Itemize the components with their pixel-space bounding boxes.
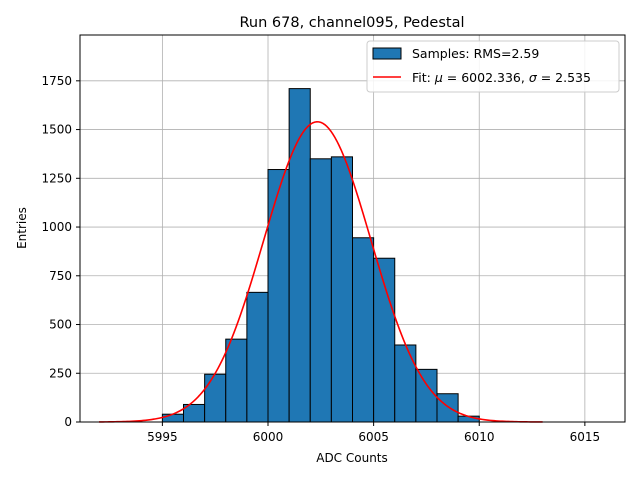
x-tick-label: 6005 bbox=[358, 430, 389, 444]
histogram-bar bbox=[161, 413, 185, 423]
y-tick-label: 1000 bbox=[41, 220, 72, 234]
y-tick-label: 0 bbox=[64, 415, 72, 429]
y-axis-label: Entries bbox=[15, 207, 29, 249]
histogram-bar bbox=[394, 344, 417, 423]
histogram-bar bbox=[246, 291, 269, 423]
y-axis-ticks: 0 250 500 750 1000 1250 1500 1750 bbox=[41, 74, 80, 429]
legend-fit-mu-symbol: μ bbox=[434, 70, 443, 85]
histogram-bar bbox=[225, 338, 248, 423]
x-tick-label: 6015 bbox=[570, 430, 601, 444]
histogram-bar bbox=[415, 368, 438, 423]
histogram-bar bbox=[436, 393, 459, 423]
gaussian-fit-curve bbox=[99, 120, 543, 423]
histogram-bar bbox=[204, 373, 227, 423]
x-tick-label: 6000 bbox=[253, 430, 284, 444]
y-tick-label: 1750 bbox=[41, 74, 72, 88]
y-tick-label: 1250 bbox=[41, 171, 72, 185]
y-tick-label: 750 bbox=[49, 269, 72, 283]
x-axis-ticks: 5995 6000 6005 6010 6015 bbox=[147, 422, 600, 444]
y-tick-label: 1500 bbox=[41, 123, 72, 137]
legend-fit-prefix: Fit: bbox=[412, 70, 435, 85]
x-tick-label: 6010 bbox=[464, 430, 495, 444]
y-tick-label: 500 bbox=[49, 318, 72, 332]
plot-frame bbox=[79, 34, 626, 423]
histogram-bar bbox=[352, 237, 375, 423]
histogram-bar bbox=[309, 158, 332, 423]
x-tick-label: 5995 bbox=[147, 430, 178, 444]
chart-title: Run 678, channel095, Pedestal bbox=[239, 15, 464, 31]
histogram-bar bbox=[330, 156, 354, 423]
histogram-bar bbox=[267, 169, 290, 423]
legend-samples-label: Samples: RMS=2.59 bbox=[412, 46, 539, 61]
bars-layer bbox=[161, 88, 480, 423]
x-axis-label: ADC Counts bbox=[316, 451, 388, 465]
fit-layer bbox=[99, 120, 543, 423]
legend: Samples: RMS=2.59 Fit: μ = 6002.336, σ =… bbox=[366, 40, 620, 93]
y-tick-label: 250 bbox=[49, 366, 72, 380]
legend-samples-swatch bbox=[372, 47, 402, 60]
legend-box bbox=[366, 40, 620, 93]
legend-fit-label: Fit: μ = 6002.336, σ = 2.535 bbox=[412, 70, 591, 85]
legend-fit-sigma-value: = 2.535 bbox=[537, 70, 591, 85]
legend-fit-mu-value: = 6002.336, bbox=[443, 70, 529, 85]
legend-fit-sigma-symbol: σ bbox=[529, 70, 538, 85]
